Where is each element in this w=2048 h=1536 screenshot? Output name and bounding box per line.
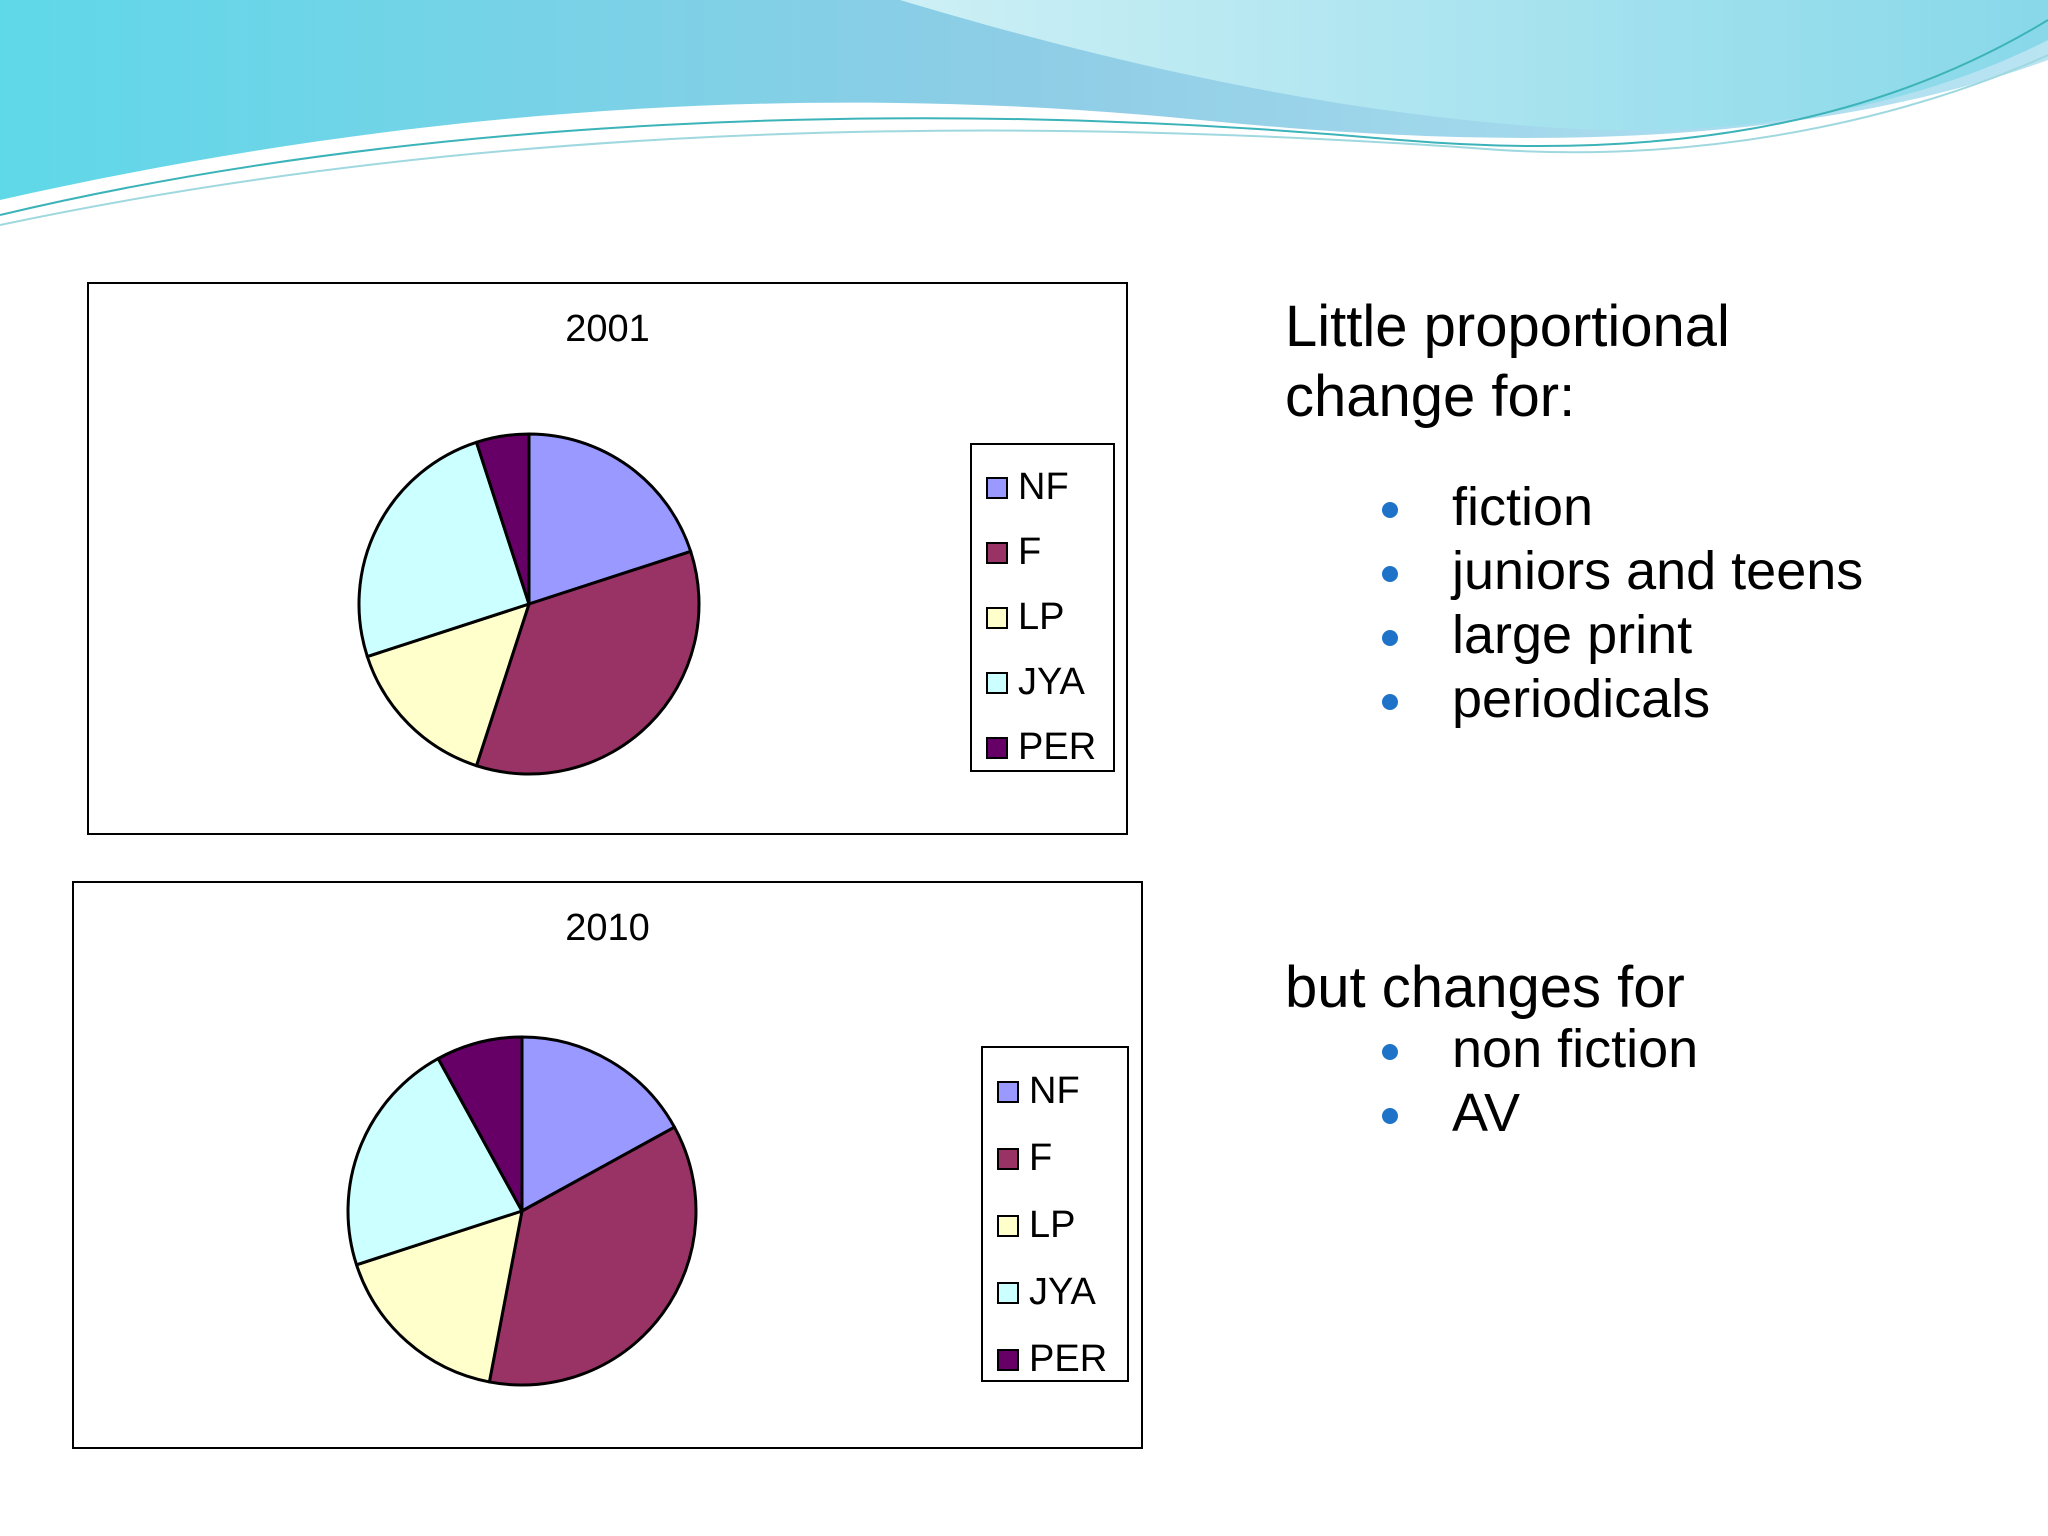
legend-swatch — [997, 1080, 1019, 1103]
legend-label: JYA — [1018, 661, 1085, 703]
legend-label: F — [1018, 531, 1042, 573]
legend-item-lp: LP — [997, 1192, 1117, 1259]
header-wave-decoration — [0, 0, 2048, 226]
legend-item-jya: JYA — [997, 1259, 1117, 1326]
pie-2010 — [346, 1035, 698, 1387]
pie-slice-f — [487, 1125, 698, 1387]
chart-legend: NF F LP JYA PER — [970, 443, 1115, 772]
bullet-item: AV — [1285, 1081, 1985, 1145]
chart-legend: NF F LP JYA PER — [981, 1046, 1129, 1382]
pie-slice-nf — [527, 432, 693, 606]
legend-label: PER — [1018, 726, 1097, 768]
panel-heading: Little proportional change for: — [1285, 292, 1985, 432]
legend-item-lp: LP — [986, 585, 1103, 650]
bullet-list: fiction juniors and teens large print pe… — [1285, 475, 1985, 731]
pie-slice-jya — [346, 1057, 524, 1267]
legend-label: PER — [1029, 1338, 1108, 1380]
pie-slice-f — [474, 549, 701, 776]
pie-slice-jya — [357, 440, 531, 659]
legend-swatch — [986, 606, 1008, 629]
legend-swatch — [986, 736, 1008, 759]
pie-chart-2010: 2010 NF F LP JYA PER — [72, 881, 1143, 1449]
legend-swatch — [997, 1281, 1019, 1304]
legend-item-jya: JYA — [986, 650, 1103, 715]
legend-item-per: PER — [986, 715, 1103, 780]
pie-slice-per — [474, 432, 531, 606]
legend-label: F — [1029, 1137, 1053, 1179]
legend-swatch — [986, 671, 1008, 694]
legend-item-nf: NF — [997, 1058, 1117, 1125]
pie-slice-lp — [355, 1209, 524, 1384]
changes-panel: but changes for non fiction AV — [1285, 953, 1985, 1145]
bullet-item: periodicals — [1285, 667, 1985, 731]
pie-slice-nf — [520, 1035, 676, 1213]
legend-label: NF — [1018, 466, 1069, 508]
pie-2001 — [357, 432, 701, 776]
legend-swatch — [997, 1147, 1019, 1170]
legend-swatch — [997, 1348, 1019, 1371]
bullet-item: fiction — [1285, 475, 1985, 539]
legend-swatch — [986, 541, 1008, 564]
heading-line: change for: — [1285, 364, 1576, 429]
legend-swatch — [986, 476, 1008, 499]
legend-item-per: PER — [997, 1326, 1117, 1393]
legend-label: LP — [1018, 596, 1065, 638]
bullet-list: non fiction AV — [1285, 1017, 1985, 1145]
legend-label: LP — [1029, 1204, 1076, 1246]
pie-slice-per — [436, 1035, 524, 1213]
heading-line: Little proportional — [1285, 294, 1730, 359]
legend-item-f: F — [997, 1125, 1117, 1192]
chart-title: 2001 — [565, 308, 650, 350]
legend-item-f: F — [986, 520, 1103, 585]
bullet-item: large print — [1285, 603, 1985, 667]
little-change-panel: Little proportional change for: fiction … — [1285, 292, 1985, 731]
legend-label: NF — [1029, 1070, 1080, 1112]
pie-chart-2001: 2001 NF F LP JYA PER — [87, 282, 1128, 835]
bullet-item: non fiction — [1285, 1017, 1985, 1081]
panel-heading: but changes for — [1285, 955, 1685, 1020]
legend-label: JYA — [1029, 1271, 1096, 1313]
legend-swatch — [997, 1214, 1019, 1237]
legend-item-nf: NF — [986, 455, 1103, 520]
chart-title: 2010 — [565, 907, 650, 949]
bullet-item: juniors and teens — [1285, 539, 1985, 603]
